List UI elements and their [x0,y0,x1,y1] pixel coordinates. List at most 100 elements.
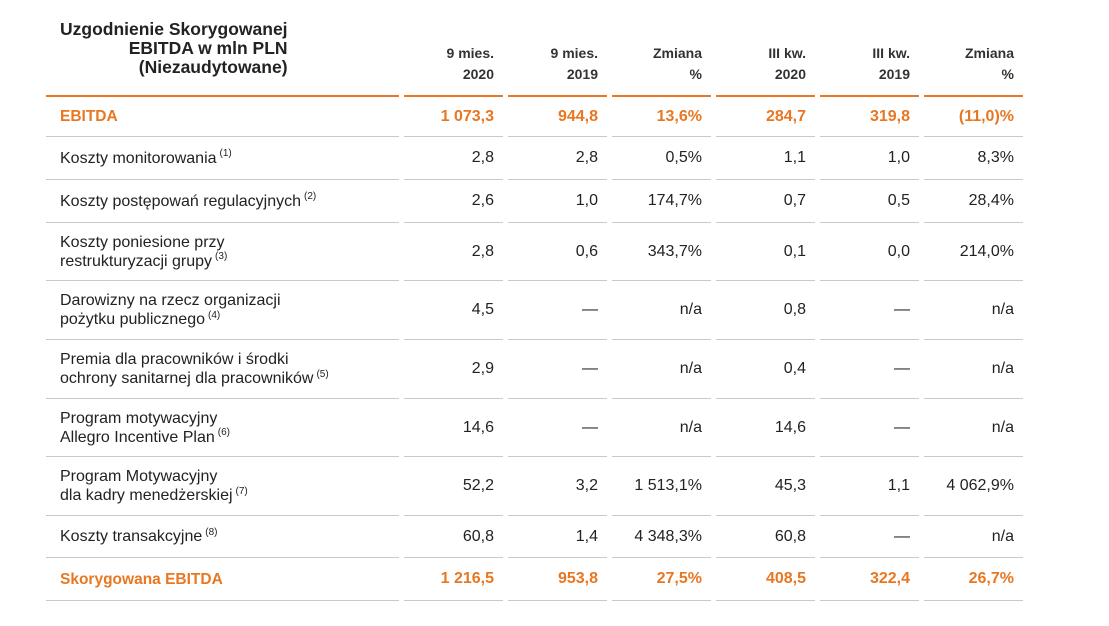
row-label-line1: EBITDA [60,107,118,126]
row-regulatory-costs: Koszty postępowań regulacyjnych (2) 2,6 1,0… [46,180,1023,223]
row-label-line1: Premia dla pracowników i środki [60,350,329,369]
footnote-marker: (1) [219,148,232,160]
value-cell: 322,4 [820,558,919,601]
column-header-q3-2019: III kw. 2019 [820,14,919,97]
value-cell: n/a [924,516,1023,558]
value-cell: 1,0 [508,180,607,223]
row-label-text: Koszty postępowań regulacyjnych [60,192,302,210]
column-header-line1: Zmiana [964,45,1014,61]
row-label: Program motywacyjny Allegro Incentive Pla… [46,399,399,457]
row-label-text: Premia dla pracowników i środki [60,351,289,368]
footnote-marker: (4) [207,309,221,321]
column-header-line1: Zmiana [652,45,702,61]
row-label-line1: Program motywacyjny [60,409,230,428]
value-cell: 3,2 [508,457,607,516]
row-label-text: Koszty monitorowania [60,149,217,167]
value-cell: 26,7% [924,558,1023,601]
value-cell: 13,6% [612,97,711,137]
value-cell: 1,1 [820,457,919,516]
value-cell: 1,1 [716,137,815,180]
table-body: EBITDA 1 073,3 944,8 13,6% 284,7 319,8 (11,0)%… [46,97,1023,601]
table-header-row: Uzgodnienie Skorygowanej EBITDA w mln PL… [46,14,1023,97]
value-cell: 953,8 [508,558,607,601]
column-header-line1: 9 mies. [446,45,494,61]
value-cell: 27,5% [612,558,711,601]
table-title-line1: Uzgodnienie Skorygowanej [60,19,288,39]
value-cell: 1 513,1% [612,457,711,516]
column-header-9m-2020: 9 mies. 2020 [404,14,503,97]
column-header-line2: 2020 [462,66,494,82]
column-header-9m-2019: 9 mies. 2019 [508,14,607,97]
footnote-marker: (7) [235,485,248,497]
row-label-text: Darowizny na rzecz organizacji [60,292,281,309]
row-monitoring-costs: Koszty monitorowania (1) 2,8 2,8 0,5% 1,1 1,0 8… [46,137,1023,180]
row-label: Program Motywacyjny dla kadry menedżerski… [46,457,399,516]
row-label-text: Program motywacyjny [60,409,218,427]
row-label-text: Koszty poniesione przy [60,233,225,251]
row-label: Koszty postępowań regulacyjnych (2) [46,180,399,223]
value-cell: n/a [924,340,1023,399]
value-cell: 0,8 [716,281,815,340]
row-label-line1: Koszty poniesione przy [60,233,227,252]
value-cell: — [820,399,919,457]
row-label: Darowizny na rzecz organizacji pożytku pu… [46,281,399,340]
row-label-text: restrukturyzacji grupy [60,252,213,270]
column-header-change-q3: Zmiana% [924,14,1023,97]
row-label: Koszty poniesione przy restrukturyzacji g… [46,223,399,281]
row-label: Koszty monitorowania (1) [46,137,399,180]
value-cell: 4 062,9% [924,457,1023,516]
value-cell: 1 216,5 [404,558,503,601]
row-donations: Darowizny na rzecz organizacji pożytku pu… [46,281,1023,340]
value-cell: 284,7 [716,97,815,137]
row-label-line1: Program Motywacyjny [60,467,248,486]
value-cell: 60,8 [716,516,815,558]
value-cell: 343,7% [612,223,711,281]
column-header-line2: % [1001,66,1014,82]
column-header-line2: 2019 [566,66,598,82]
row-label-line1: Koszty monitorowania (1) [60,149,232,168]
row-label-line1: Koszty transakcyjne (8) [60,527,218,546]
table-title-line2: EBITDA w mln PLN [128,38,288,58]
value-cell: (11,0)% [924,97,1023,137]
row-label-text: ochrony sanitarnej dla pracowników [60,370,314,387]
table-title: Uzgodnienie Skorygowanej EBITDA w mln PL… [46,14,399,97]
value-cell: n/a [612,399,711,457]
row-label-line1: Skorygowana EBITDA [60,570,223,589]
row-label: Skorygowana EBITDA [46,558,399,601]
value-cell: 0,5 [820,180,919,223]
footnote-marker: (2) [304,191,317,203]
footnote-marker: (3) [215,251,228,263]
value-cell: 0,1 [716,223,815,281]
row-label-text: dla kadry menedżerskiej [60,487,233,504]
value-cell: 1,4 [508,516,607,558]
row-allegro-incentive-plan: Program motywacyjny Allegro Incentive Pla… [46,399,1023,457]
column-header-line1: III kw. [872,45,910,61]
value-cell: — [820,281,919,340]
row-label: EBITDA [46,97,399,137]
column-header-q3-2020: III kw. 2020 [716,14,815,97]
value-cell: 52,2 [404,457,503,516]
value-cell: 14,6 [404,399,503,457]
row-ebitda: EBITDA 1 073,3 944,8 13,6% 284,7 319,8 (11,0)% [46,97,1023,137]
value-cell: 319,8 [820,97,919,137]
value-cell: — [508,340,607,399]
row-label-line2: dla kadry menedżerskiej (7) [60,486,248,505]
value-cell: 8,3% [924,137,1023,180]
value-cell: 2,9 [404,340,503,399]
value-cell: 45,3 [716,457,815,516]
value-cell: 2,8 [508,137,607,180]
row-transaction-costs: Koszty transakcyjne (8) 60,8 1,4 4 348,3% 60,… [46,516,1023,558]
row-label-text: Koszty transakcyjne [60,528,203,545]
row-label-text: Program Motywacyjny [60,468,218,485]
value-cell: 1 073,3 [404,97,503,137]
value-cell: 0,5% [612,137,711,180]
value-cell: — [820,340,919,399]
row-label-text: Skorygowana EBITDA [60,570,223,588]
value-cell: 4,5 [404,281,503,340]
value-cell: 0,0 [820,223,919,281]
column-header-line1: III kw. [768,45,806,61]
value-cell: 4 348,3% [612,516,711,558]
column-header-change-9m: Zmiana% [612,14,711,97]
value-cell: 214,0% [924,223,1023,281]
ebitda-reconciliation-table: Uzgodnienie Skorygowanej EBITDA w mln PL… [46,14,1023,601]
